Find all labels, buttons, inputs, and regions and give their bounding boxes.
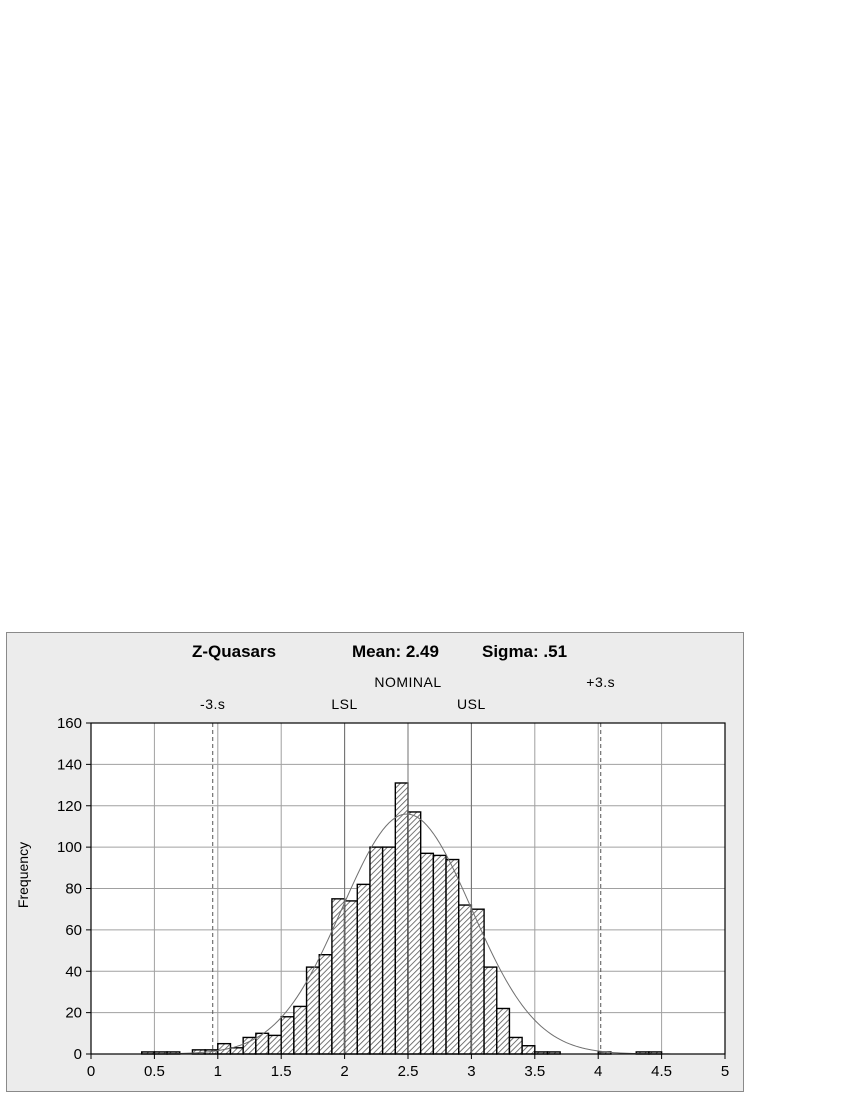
x-tick-label: 4.5: [651, 1063, 672, 1080]
histogram-bar: [229, 1047, 244, 1055]
y-axis-label: Frequency: [15, 842, 31, 908]
histogram-bars: [141, 782, 663, 1055]
mean-label: Mean: 2.49: [352, 642, 439, 661]
y-axis-ticks: 0 20 40 60 80 100 120 140 160: [57, 715, 91, 1063]
histogram-bar: [496, 1007, 511, 1055]
histogram-bar: [419, 852, 435, 1055]
histogram-bar: [318, 954, 333, 1055]
x-tick-label: 2: [340, 1063, 348, 1080]
y-tick-label: 0: [74, 1046, 82, 1063]
reference-lines: [212, 723, 602, 1054]
plot-border: [90, 722, 726, 1055]
x-axis-ticks: 0 0.5 1 1.5 2 2.5 3 3.5 4 4.5 5: [87, 1054, 729, 1080]
x-tick-label: 4: [594, 1063, 602, 1080]
x-tick-label: 2.5: [398, 1063, 419, 1080]
histogram-bar: [356, 883, 371, 1055]
chart-panel: Z-Quasars Mean: 2.49 Sigma: .51 Frequenc…: [6, 632, 744, 1092]
y-tick-label: 20: [65, 1005, 82, 1022]
x-tick-label: 3: [467, 1063, 475, 1080]
y-tick-label: 80: [65, 881, 82, 898]
sigma-label: Sigma: .51: [482, 642, 567, 661]
histogram-bar: [255, 1032, 270, 1055]
x-tick-label: 3.5: [524, 1063, 545, 1080]
reference-labels: -3.s LSL NOMINAL USL +3.s: [200, 674, 615, 712]
y-tick-label: 100: [57, 839, 82, 856]
reference-label: NOMINAL: [374, 674, 441, 690]
reference-label: LSL: [331, 696, 357, 712]
histogram-bar: [267, 1034, 282, 1055]
histogram-bar: [242, 1036, 257, 1055]
histogram-bar: [280, 1016, 295, 1055]
histogram-bar: [331, 898, 346, 1055]
histogram-bar: [432, 854, 447, 1055]
x-tick-label: 1.5: [271, 1063, 292, 1080]
histogram-bar: [470, 908, 485, 1055]
histogram-bar: [445, 858, 460, 1055]
histogram-bar: [305, 966, 320, 1055]
x-tick-label: 1: [214, 1063, 222, 1080]
reference-label: +3.s: [586, 674, 615, 690]
histogram-chart: Z-Quasars Mean: 2.49 Sigma: .51 Frequenc…: [15, 642, 729, 1080]
x-tick-label: 5: [721, 1063, 729, 1080]
y-tick-label: 120: [57, 798, 82, 815]
x-tick-label: 0.5: [144, 1063, 165, 1080]
y-tick-label: 140: [57, 756, 82, 773]
reference-label: USL: [457, 696, 486, 712]
histogram-bar: [458, 904, 473, 1055]
histogram-bar: [381, 846, 397, 1055]
histogram-bar: [293, 1005, 308, 1055]
chart-title: Z-Quasars: [192, 642, 276, 661]
histogram-bar: [343, 900, 358, 1055]
y-tick-label: 40: [65, 963, 82, 980]
y-tick-label: 60: [65, 922, 82, 939]
histogram-bar: [483, 966, 498, 1055]
histogram-bar: [407, 811, 422, 1055]
reference-label: -3.s: [200, 696, 225, 712]
histogram-bar: [521, 1045, 536, 1055]
histogram-bar: [508, 1036, 523, 1055]
histogram-bar: [369, 846, 384, 1055]
x-tick-label: 0: [87, 1063, 95, 1080]
histogram-bar: [394, 782, 409, 1055]
y-tick-label: 160: [57, 715, 82, 732]
